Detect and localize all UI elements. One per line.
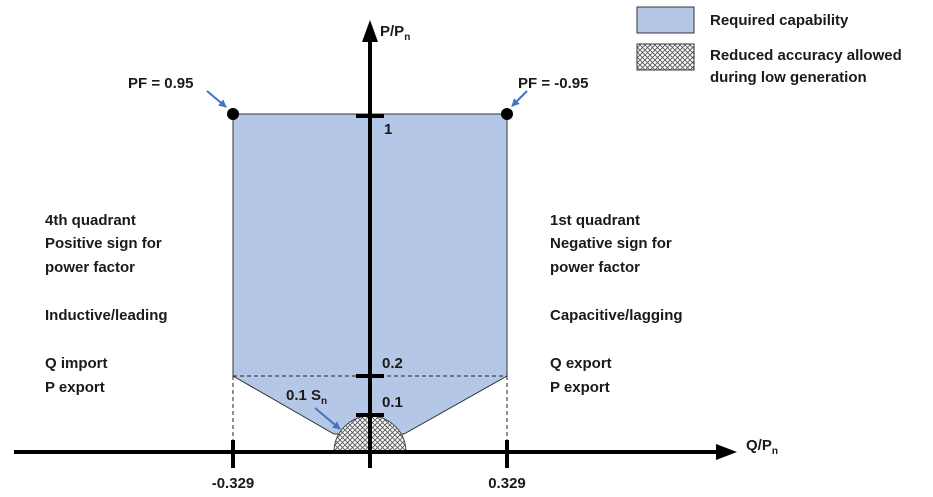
left-line-4: Inductive/leading: [45, 307, 168, 324]
right-line-1: 1st quadrant: [550, 212, 640, 229]
legend-swatch-required: [636, 6, 695, 34]
x-axis-label: Q/Pn: [746, 437, 778, 457]
y-tick-label-1: 1: [384, 121, 392, 138]
legend: Required capability Reduced accuracy all…: [636, 6, 902, 86]
right-line-3: power factor: [550, 259, 640, 276]
pf-right-label: PF = -0.95: [518, 75, 588, 92]
left-line-2: Positive sign for: [45, 235, 162, 252]
pf-point-left: [227, 108, 239, 120]
left-line-3: power factor: [45, 259, 135, 276]
pf-left-arrow: [206, 90, 227, 108]
s-label: 0.1 Sn: [286, 387, 327, 407]
right-line-4: Capacitive/lagging: [550, 307, 683, 324]
s-label-arrow: [314, 407, 341, 430]
legend-label-reduced-2: during low generation: [710, 69, 867, 86]
pf-right-arrow: [511, 90, 528, 107]
left-line-5: Q import: [45, 355, 108, 372]
legend-label-reduced-1: Reduced accuracy allowed: [710, 47, 902, 64]
left-line-6: P export: [45, 379, 105, 396]
y-tick-label-0.2: 0.2: [382, 355, 403, 372]
y-tick-label-0.1: 0.1: [382, 394, 403, 411]
y-axis-label: P/Pn: [380, 23, 410, 43]
y-axis-arrowhead: [362, 20, 378, 42]
right-line-2: Negative sign for: [550, 235, 672, 252]
pf-left-label: PF = 0.95: [128, 75, 193, 92]
right-quadrant-text: 1st quadrant Negative sign for power fac…: [550, 212, 683, 396]
x-axis-arrowhead: [716, 444, 737, 460]
right-line-6: P export: [550, 379, 610, 396]
x-tick-label-pos: 0.329: [488, 475, 526, 492]
legend-label-required: Required capability: [710, 12, 849, 29]
left-line-1: 4th quadrant: [45, 212, 136, 229]
right-line-5: Q export: [550, 355, 612, 372]
pf-point-right: [501, 108, 513, 120]
x-tick-label-neg: -0.329: [212, 475, 255, 492]
legend-swatch-reduced: [636, 43, 695, 71]
left-quadrant-text: 4th quadrant Positive sign for power fac…: [45, 212, 168, 396]
